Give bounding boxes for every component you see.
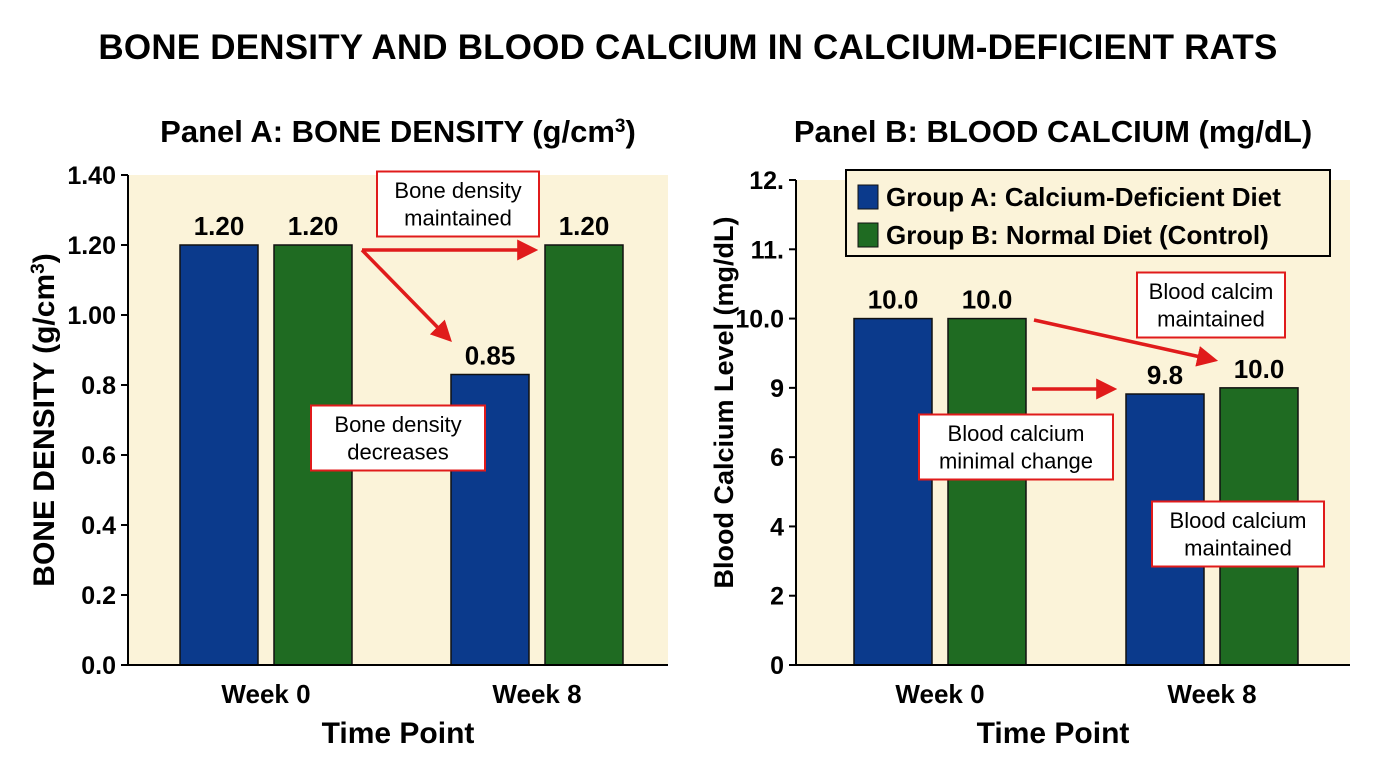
data-label: 0.85 (465, 341, 516, 371)
data-label: 1.20 (288, 211, 339, 241)
y-tick-label: 0.4 (81, 512, 116, 540)
annotation-calcium-maintained-box (1151, 500, 1325, 568)
annotation-calcium-maintained-line: Blood calcium (1170, 508, 1307, 533)
annotation-maintained-line: Bone density (394, 178, 521, 203)
y-tick-label: 1.00 (67, 302, 116, 330)
data-label: 1.20 (559, 211, 610, 241)
y-tick-label: 0.2 (81, 582, 116, 610)
y-tick-label: 1.40 (67, 162, 116, 190)
y-axis-label: Blood Calcium Level (mg/dL) (709, 216, 739, 588)
y-tick-label: 0.0 (81, 652, 116, 680)
bar (450, 373, 530, 666)
annotation-minimal-change-line: Blood calcium (948, 421, 1085, 446)
arrow-calcim-maintained (1033, 318, 1219, 367)
bar (947, 317, 1027, 666)
x-axis-label: Time Point (977, 717, 1130, 750)
annotation-calcim-maintained-line: maintained (1157, 306, 1265, 331)
legend-label: Group B: Normal Diet (Control) (886, 220, 1269, 250)
y-tick-label: 11. (751, 236, 784, 264)
data-label: 10.0 (868, 285, 919, 315)
y-tick-label: 6 (770, 444, 784, 472)
annotation-decreases-line: Bone density (334, 412, 461, 437)
bar (853, 317, 933, 666)
y-tick-label: 12. (749, 167, 784, 195)
annotation-minimal-change-line: minimal change (939, 448, 1093, 473)
legend-box (845, 169, 1331, 257)
annotation-maintained-box (376, 170, 540, 238)
panel-a: Panel A: BONE DENSITY (g/cm3) 0.0 0.2 0.4 0.… (28, 114, 668, 750)
y-tick-label: 0.8 (81, 372, 116, 400)
annotation-minimal-change-box (918, 413, 1114, 481)
x-tick-label: Week 8 (1167, 679, 1256, 709)
arrow-decreases (360, 248, 452, 343)
legend-swatch (857, 222, 879, 248)
y-tick-label: 9 (770, 375, 784, 403)
x-tick-label: Week 8 (492, 679, 581, 709)
y-tick-label: 4 (770, 513, 784, 541)
x-axis-label: Time Point (322, 717, 475, 750)
y-axis-label: BONE DENSITY (g/cm3) (28, 253, 62, 586)
data-label: 1.20 (194, 211, 245, 241)
panel-b: Panel B: BLOOD CALCIUM (mg/dL) 0 2 4 6 9 10.0 1… (709, 114, 1350, 750)
y-tick-label: 0.6 (81, 442, 116, 470)
bar (544, 244, 624, 666)
panel-title: Panel A: BONE DENSITY (g/cm3) (160, 114, 636, 149)
panel-title: Panel B: BLOOD CALCIUM (mg/dL) (794, 114, 1312, 149)
data-label: 9.8 (1147, 360, 1183, 390)
annotation-decreases-line: decreases (347, 439, 449, 464)
annotation-decreases-box (310, 404, 486, 472)
legend: Group A: Calcium-Deficient Diet Group B: … (845, 169, 1331, 257)
page-title: BONE DENSITY AND BLOOD CALCIUM IN CALCIU… (98, 28, 1278, 67)
annotation-maintained-line: maintained (404, 205, 512, 230)
bar (179, 244, 259, 666)
legend-swatch (857, 184, 879, 210)
y-tick-label: 10.0 (735, 306, 784, 334)
data-label: 10.0 (962, 285, 1013, 315)
y-tick-label: 1.20 (67, 232, 116, 260)
annotation-calcium-maintained-line: maintained (1184, 535, 1292, 560)
annotation-calcim-maintained-box (1136, 271, 1286, 339)
y-tick-label: 0 (770, 652, 784, 680)
annotation-calcim-maintained-line: Blood calcim (1149, 279, 1274, 304)
legend-label: Group A: Calcium-Deficient Diet (886, 182, 1281, 212)
y-tick-label: 2 (770, 583, 784, 611)
data-label: 10.0 (1234, 354, 1285, 384)
x-tick-label: Week 0 (895, 679, 984, 709)
x-tick-label: Week 0 (221, 679, 310, 709)
